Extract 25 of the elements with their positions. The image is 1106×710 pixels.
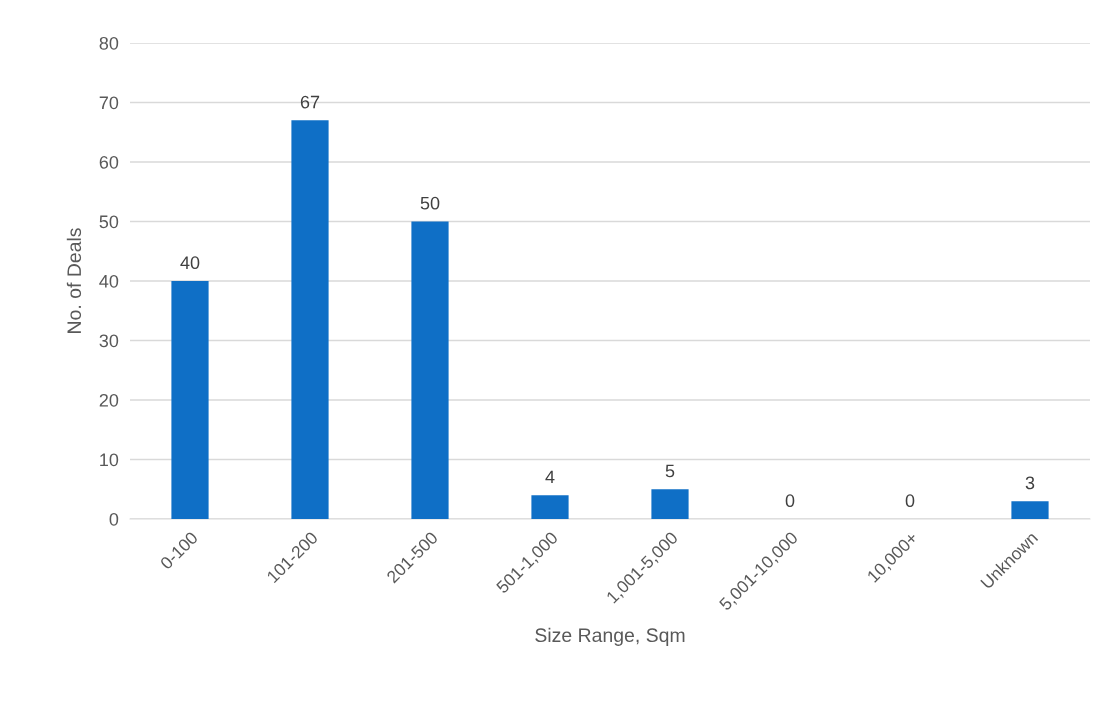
y-tick-label: 10 [100, 453, 119, 467]
data-label: 4 [545, 470, 555, 484]
bar [1011, 501, 1049, 519]
data-label: 3 [1025, 476, 1035, 490]
data-label: 50 [420, 196, 440, 210]
data-label: 5 [665, 464, 675, 478]
y-axis-title: No. of Deals [66, 228, 82, 333]
bar [171, 281, 209, 519]
bar [291, 120, 329, 519]
data-label: 67 [300, 95, 320, 109]
y-tick-label: 60 [99, 155, 119, 169]
y-tick-label: 30 [99, 334, 119, 348]
bar [411, 221, 449, 519]
data-label: 0 [785, 494, 795, 508]
y-tick-label: 0 [109, 512, 119, 526]
y-tick-label: 80 [99, 36, 119, 50]
x-axis-title: Size Range, Sqm [535, 627, 685, 646]
bar [651, 489, 689, 519]
y-tick-label: 40 [99, 274, 119, 288]
y-tick-label: 20 [99, 393, 119, 407]
data-label: 40 [180, 256, 200, 270]
y-tick-label: 70 [99, 96, 119, 110]
bar [531, 495, 569, 519]
data-label: 0 [905, 494, 915, 508]
y-tick-label: 50 [99, 215, 119, 229]
